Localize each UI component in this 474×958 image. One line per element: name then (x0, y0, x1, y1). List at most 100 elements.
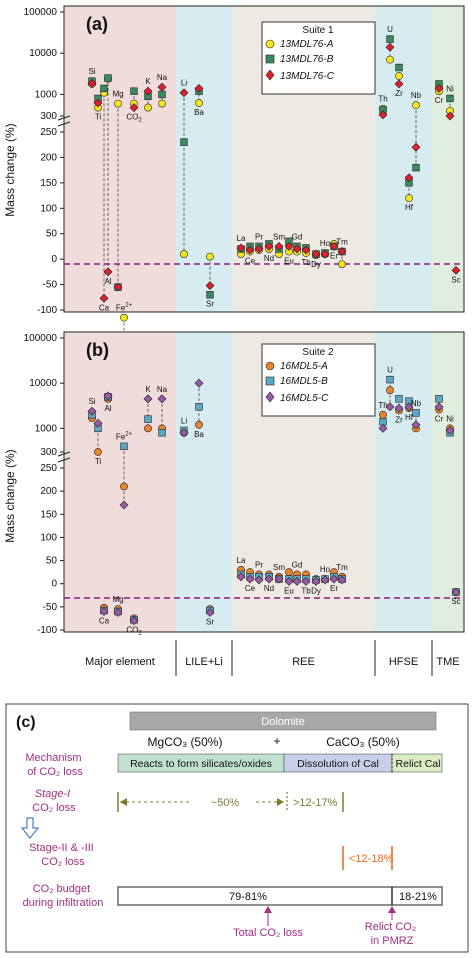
relict-line-2: in PMRZ (371, 935, 414, 947)
legend-a: Suite 1 13MDL76-A 13MDL76-B 13MDL76-C (261, 21, 376, 95)
element-label: Ba (194, 108, 204, 117)
data-point-16MDL5-A-Eu (285, 568, 293, 577)
element-label: Er (330, 251, 338, 260)
mechanism-line-1: Mechanism (25, 752, 81, 764)
element-label: Tm (336, 563, 348, 572)
legend-title-b: Suite 2 (302, 347, 334, 358)
data-point-16MDL5-C-Ba (194, 378, 204, 388)
element-label: Pr (255, 232, 263, 241)
group-label: Major element (85, 656, 155, 668)
element-label: Ca (99, 616, 110, 625)
data-point-16MDL5-B-Fe2+ (120, 442, 128, 451)
data-point-13MDL76-A-Zr (395, 72, 403, 80)
data-point-16MDL5-C-Tm (337, 575, 347, 585)
element-label: Th (378, 401, 387, 410)
element-label: Al (104, 277, 111, 286)
element-label: CO2 (126, 113, 142, 124)
data-point-13MDL76-C-Er (329, 242, 339, 251)
element-label: Gd (292, 560, 303, 569)
stage1-value: ~50% (211, 797, 240, 809)
element-label: Sc (451, 275, 460, 284)
y-tick-label: -100 (37, 625, 57, 636)
element-label: U (387, 366, 393, 375)
data-point-16MDL5-C-Li (179, 428, 189, 438)
data-point-13MDL76-C-Nd (264, 242, 274, 251)
panel-label-b: (b) (86, 340, 109, 360)
element-label: Dy (311, 260, 321, 269)
data-point-16MDL5-C-U (385, 402, 395, 412)
data-point-16MDL5-A-Th (379, 410, 387, 419)
y-axis-label-b: Mass change (%) (3, 449, 17, 542)
y-tick-label: -50 (43, 280, 58, 291)
data-point-16MDL5-B-Zr (395, 395, 403, 403)
axis-break-mark (57, 451, 71, 463)
element-label: Ti (95, 113, 102, 122)
element-label: Mg (112, 595, 123, 604)
element-label: Zr (395, 89, 403, 98)
band-tme-b (432, 332, 464, 632)
axis-break-mark (57, 115, 71, 127)
mgco3-label: MgCO₃ (50%) (148, 735, 223, 749)
data-point-16MDL5-C-Eu (284, 576, 294, 586)
y-tick-label: 200 (40, 152, 57, 163)
data-point-13MDL76-C-K (143, 86, 153, 96)
legend-box-a (261, 21, 376, 95)
mechanism-line-2: of CO₂ loss (27, 766, 83, 778)
element-label: Ho (320, 239, 331, 248)
data-point-16MDL5-C-Ce (245, 574, 255, 584)
element-label: Ce (245, 584, 256, 593)
mechanism-label: Mechanism of CO₂ loss (25, 752, 84, 778)
stage23-value: <12-18% (349, 853, 394, 865)
data-point-16MDL5-C-Ho (320, 575, 330, 585)
data-point-13MDL76-C-Nb (411, 142, 421, 152)
bar-relict-label: Relict Cal (396, 758, 441, 770)
data-point-13MDL76-C-Al (103, 267, 113, 277)
y-tick-label: 0 (51, 579, 57, 590)
data-point-13MDL76-C-La (236, 243, 246, 253)
legend-label-b3: 16MDL5-C (280, 393, 329, 404)
y-tick-label: 250 (40, 127, 57, 138)
stage-arrow-down (20, 817, 40, 839)
budget-line-1: CO₂ budget (33, 883, 90, 895)
y-tick-label: 100000 (24, 7, 58, 18)
element-label: Li (181, 416, 187, 425)
element-label: La (237, 234, 246, 243)
total-loss-arrowhead (264, 906, 272, 913)
element-label: Nd (264, 254, 274, 263)
data-point-16MDL5-B-U (386, 375, 394, 384)
bar-dissolution-label: Dissolution of Cal (297, 758, 379, 770)
budget-left-value: 79-81% (229, 891, 267, 903)
marks-b: Si Ti Fe2+ Al Mg Ca K CO2 Na Ba Li Sr La Ce Pr Nd Sm Eu Gd… (87, 366, 461, 637)
y-tick-label: 10000 (29, 48, 57, 59)
data-point-13MDL76-A-U (386, 55, 394, 64)
band-tme-a (432, 6, 464, 312)
data-point-13MDL76-C-Sm (274, 242, 284, 251)
stage23-label: Stage-II & -III CO₂ loss (29, 842, 97, 868)
data-point-13MDL76-B-Ni (446, 94, 454, 103)
data-point-13MDL76-C-Si (87, 79, 97, 88)
legend-label-a1: 13MDL76-A (280, 39, 334, 50)
y-tick-label: 1000 (35, 423, 58, 434)
element-label: Fe2+ (116, 431, 133, 441)
data-point-16MDL5-C-Cr (434, 402, 444, 412)
data-point-13MDL76-C-Th (378, 110, 388, 120)
legend-box-b (261, 343, 376, 417)
element-label: Eu (284, 257, 294, 266)
data-point-13MDL76-A-Tm (338, 260, 346, 269)
element-label: Hf (405, 413, 414, 422)
legend-title-a: Suite 1 (302, 25, 334, 36)
data-point-16MDL5-C-Mg (113, 607, 123, 617)
data-point-13MDL76-A-Li (180, 250, 188, 258)
element-label: K (145, 77, 151, 86)
element-label: Sr (206, 300, 214, 309)
data-point-16MDL5-C-K (143, 394, 153, 404)
data-point-16MDL5-A-Fe2+ (120, 482, 128, 491)
y-ticks-b: 100000 10000 1000 300 250 200 150 100 50 0 -50 -100 (24, 333, 71, 636)
data-point-16MDL5-B-Cr (435, 395, 443, 403)
legend-marker-b1 (265, 361, 275, 371)
data-point-16MDL5-A-K (144, 424, 152, 433)
element-label: Cr (435, 415, 444, 424)
data-point-16MDL5-C-Sc (451, 587, 461, 597)
element-label: Ni (446, 84, 454, 93)
dolomite-label: Dolomite (261, 716, 304, 728)
